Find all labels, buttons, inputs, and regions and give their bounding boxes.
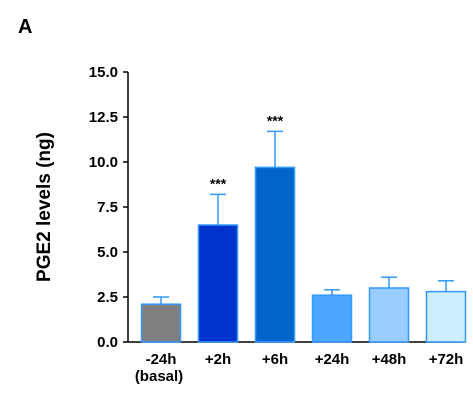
bar--24h bbox=[140, 303, 182, 343]
x-tick-label: +48h bbox=[372, 351, 407, 368]
y-tick-label: 0.0 bbox=[97, 334, 118, 351]
x-tick-label: +6h bbox=[262, 351, 288, 368]
y-tick-label: 12.5 bbox=[89, 109, 118, 126]
significance-label: *** bbox=[267, 112, 284, 128]
x-tick-label: +2h bbox=[205, 351, 231, 368]
significance-label: *** bbox=[210, 175, 227, 191]
bar-+48h bbox=[368, 287, 410, 343]
y-tick-label: 10.0 bbox=[89, 154, 118, 171]
y-tick-label: 7.5 bbox=[97, 199, 118, 216]
bar-+72h bbox=[425, 290, 467, 343]
bar-+2h bbox=[197, 224, 239, 343]
x-tick-label: +72h bbox=[429, 351, 464, 368]
y-tick-label: 15.0 bbox=[89, 64, 118, 81]
bar-+24h bbox=[311, 294, 353, 343]
y-tick-label: 5.0 bbox=[97, 244, 118, 261]
x-tick-sublabel: (basal) bbox=[135, 368, 183, 385]
y-tick-label: 2.5 bbox=[97, 289, 118, 306]
plot-area: 0.0 2.5 5.0 7.5 10.0 12.5 15.0 -24h(basal) *** +2… bbox=[89, 64, 467, 385]
bar-+6h bbox=[254, 166, 296, 343]
x-tick-label: +24h bbox=[315, 351, 350, 368]
panel-label: A bbox=[18, 16, 32, 38]
x-tick-label: -24h bbox=[146, 351, 177, 368]
y-axis-title: PGE2 levels (ng) bbox=[34, 132, 55, 282]
